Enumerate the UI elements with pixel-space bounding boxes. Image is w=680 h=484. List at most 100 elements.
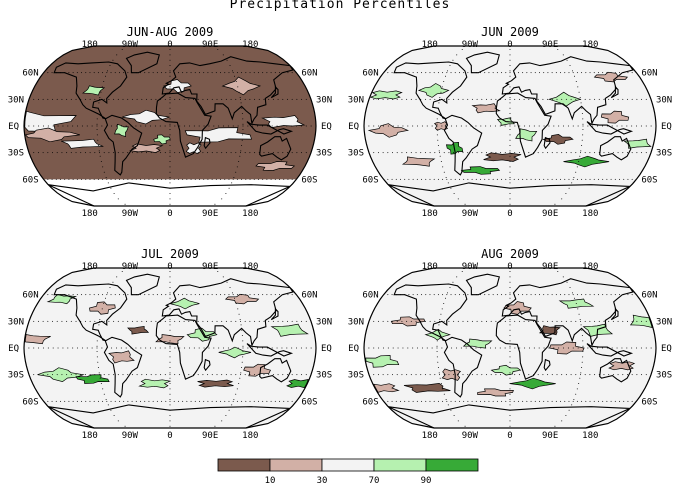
coastline-africa — [495, 92, 552, 158]
panel-aug: AUG 2009 180 90W 0 90E 180 180 90W 0 90E 180 60N 60N… — [340, 244, 680, 484]
lat-tick-right: EQ — [321, 122, 332, 132]
anomaly-region — [255, 161, 296, 171]
coastline-japan — [270, 85, 279, 99]
coastline-samerica — [443, 114, 483, 176]
panel-title: JUL 2009 — [141, 247, 199, 261]
anomaly-region — [548, 91, 582, 107]
lon-tick-top: 90E — [202, 40, 218, 50]
coastline-eurasia — [161, 56, 294, 126]
anomaly-region — [417, 83, 450, 98]
lon-tick-top: 90W — [462, 40, 479, 50]
lon-tick-bottom: 180 — [422, 209, 438, 219]
coastline-japan — [270, 307, 279, 321]
panel-jun-aug: JUN-AUG 2009 180 90W 0 90E 180 180 90W 0 90E 180 60… — [0, 22, 340, 262]
coastline-australia — [599, 358, 632, 383]
lat-tick-right: 60S — [301, 175, 317, 185]
anomaly-region — [477, 388, 514, 397]
anomaly-region — [515, 128, 538, 142]
map-svg: AUG 2009 180 90W 0 90E 180 180 90W 0 90E 180 60N 60N… — [348, 247, 672, 441]
lat-tick-left: 30N — [348, 95, 364, 105]
coastline-australia — [259, 136, 292, 161]
anomaly-region — [365, 355, 400, 368]
lon-tick-top: 90W — [462, 262, 479, 272]
anomaly-region — [471, 103, 501, 114]
lat-tick-left: EQ — [8, 122, 19, 132]
anomaly-region — [373, 383, 400, 393]
lat-tick-left: 60N — [22, 69, 38, 79]
lat-tick-left: 30N — [8, 317, 24, 327]
lon-tick-top: 180 — [582, 40, 598, 50]
lon-tick-top: 90W — [122, 40, 139, 50]
anomaly-region — [218, 346, 252, 359]
lon-tick-top: 0 — [507, 262, 512, 272]
anomaly-region — [108, 350, 135, 364]
coastline-antarctica — [387, 404, 631, 428]
lon-tick-bottom: 90W — [462, 431, 479, 441]
legend-label: 10 — [265, 476, 276, 484]
lon-tick-bottom: 180 — [422, 431, 438, 441]
coastline-madagascar — [203, 358, 211, 372]
lat-tick-left: EQ — [8, 344, 19, 354]
lon-tick-top: 180 — [82, 40, 98, 50]
lat-tick-right: 60N — [641, 69, 657, 79]
lon-tick-bottom: 90E — [542, 209, 558, 219]
anomaly-region — [367, 123, 410, 138]
map-svg: JUL 2009 180 90W 0 90E 180 180 90W 0 90E 180 60N 60N… — [8, 247, 332, 441]
lat-tick-right: 60N — [301, 291, 317, 301]
lon-tick-bottom: 180 — [582, 431, 598, 441]
anomaly-region — [75, 374, 110, 384]
lat-tick-right: EQ — [321, 344, 332, 354]
anomaly-region — [81, 85, 106, 96]
lat-tick-right: EQ — [661, 122, 672, 132]
coastline-namerica — [53, 61, 128, 120]
lat-tick-right: 30N — [316, 95, 332, 105]
lon-tick-bottom: 90E — [202, 209, 218, 219]
legend-swatch-below10 — [217, 458, 271, 472]
anomaly-region — [185, 142, 202, 155]
coastline-indonesia — [586, 343, 634, 357]
anomaly-region — [483, 152, 522, 162]
lon-tick-bottom: 90W — [122, 431, 139, 441]
lat-tick-right: 30S — [316, 371, 332, 381]
lon-tick-bottom: 180 — [242, 209, 258, 219]
lat-tick-right: 60N — [641, 291, 657, 301]
coastline-greenland — [125, 273, 160, 296]
lat-tick-right: 30S — [656, 149, 672, 159]
coastline-namerica — [393, 61, 468, 120]
map-svg: JUN 2009 180 90W 0 90E 180 180 90W 0 90E 180 60N 60N… — [348, 25, 672, 219]
panel-title: JUN-AUG 2009 — [127, 25, 214, 39]
coastline-japan — [610, 307, 619, 321]
anomaly-region — [60, 138, 104, 149]
anomaly-region — [503, 301, 532, 315]
map-outline — [363, 267, 657, 429]
legend-label: 90 — [421, 476, 432, 484]
coastline-greenland — [125, 51, 160, 74]
anomaly-region — [37, 367, 85, 382]
anomaly-region — [153, 134, 171, 145]
lat-tick-left: 60S — [362, 397, 378, 407]
lon-tick-top: 90E — [542, 40, 558, 50]
anomaly-region — [221, 76, 262, 96]
anomaly-region — [549, 341, 585, 355]
coastline-antarctica — [47, 404, 291, 428]
coastline-eurasia — [501, 56, 634, 126]
panel-jul: JUL 2009 180 90W 0 90E 180 180 90W 0 90E 180 60N 60N… — [0, 244, 340, 484]
lon-tick-top: 90W — [122, 262, 139, 272]
legend-bar: 10 30 70 90 — [217, 458, 479, 484]
coastline-madagascar — [543, 358, 551, 372]
anomaly-region — [369, 90, 403, 100]
map-outline — [363, 45, 657, 207]
coastline-greenland — [465, 273, 500, 296]
lon-tick-top: 0 — [167, 40, 172, 50]
lon-tick-top: 90E — [202, 262, 218, 272]
lat-tick-left: 30S — [348, 371, 364, 381]
lon-tick-top: 180 — [422, 262, 438, 272]
anomaly-region — [122, 109, 170, 125]
lon-tick-bottom: 180 — [582, 209, 598, 219]
lat-tick-left: 60S — [22, 397, 38, 407]
anomaly-region — [441, 368, 462, 381]
coastline-australia — [259, 358, 292, 383]
legend-label: 30 — [317, 476, 328, 484]
coastline-samerica — [443, 336, 483, 398]
legend-swatch-p70_90 — [373, 458, 427, 472]
